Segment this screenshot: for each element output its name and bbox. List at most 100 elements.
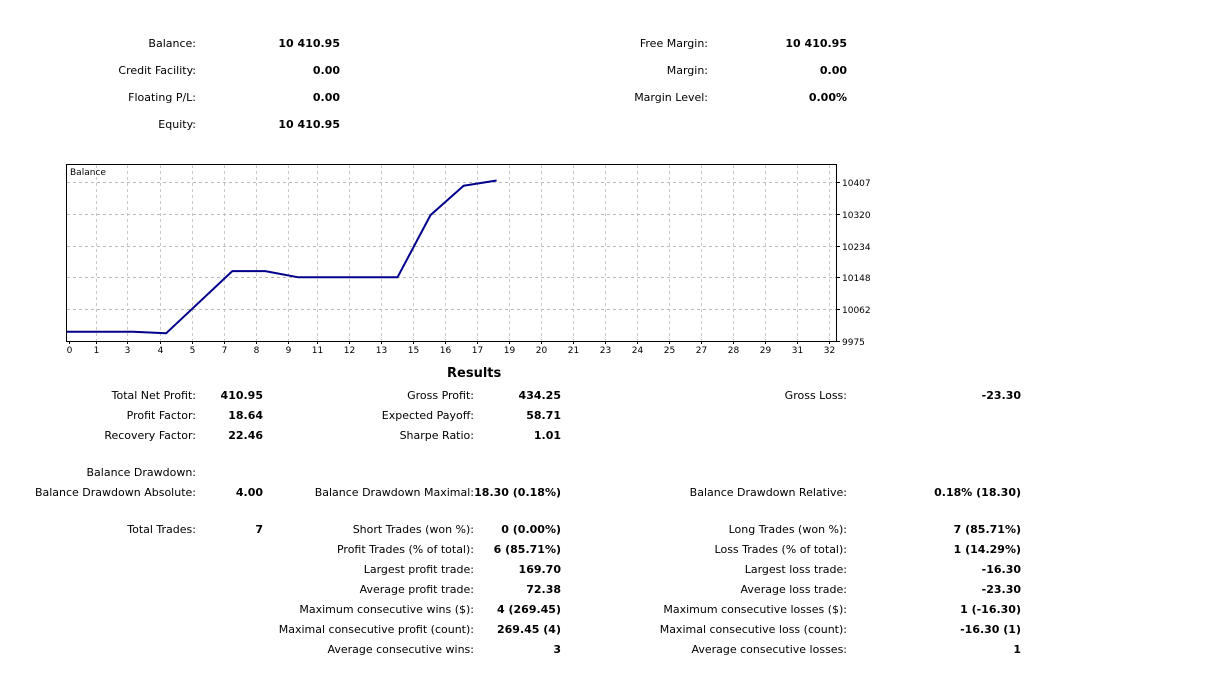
credit-facility-label: Credit Facility:: [118, 64, 196, 77]
balance-drawdown-relative-label: Balance Drawdown Relative:: [689, 486, 847, 499]
balance-drawdown-maximal-value: 18.30 (0.18%): [474, 486, 561, 499]
max-consecutive-losses-value: 1 (-16.30): [960, 603, 1021, 616]
free-margin-label: Free Margin:: [639, 37, 708, 50]
x-tick-label: 21: [568, 346, 579, 356]
results-title: Results: [447, 366, 502, 381]
largest-loss-trade-value: -16.30: [981, 563, 1021, 576]
gross-profit-value: 434.25: [518, 389, 561, 402]
y-tick-label: 9975: [842, 338, 865, 348]
chart-x-axis: 0 1 3 4 5 7 8 9 11 12 13 15 16 17 19 20 21 23 24 25 27 28 29 31…: [67, 341, 835, 356]
balance-drawdown-absolute-label: Balance Drawdown Absolute:: [34, 486, 196, 499]
gross-profit-label: Gross Profit:: [407, 389, 474, 402]
recovery-factor-value: 22.46: [228, 429, 263, 442]
margin-level-value: 0.00%: [808, 91, 847, 104]
balance-drawdown-absolute-value: 4.00: [235, 486, 263, 499]
y-tick-label: 10062: [842, 306, 871, 316]
largest-loss-trade-label: Largest loss trade:: [744, 563, 847, 576]
margin-level-label: Margin Level:: [634, 91, 708, 104]
largest-profit-trade-value: 169.70: [518, 563, 561, 576]
x-tick-label: 27: [696, 346, 707, 356]
profit-factor-label: Profit Factor:: [126, 409, 196, 422]
sharpe-ratio-label: Sharpe Ratio:: [399, 429, 474, 442]
floating-pl-label: Floating P/L:: [128, 91, 196, 104]
balance-drawdown-relative-value: 0.18% (18.30): [934, 486, 1021, 499]
y-tick-label: 10148: [842, 274, 871, 284]
floating-pl-value: 0.00: [312, 91, 340, 104]
maximal-consecutive-profit-value: 269.45 (4): [497, 623, 561, 636]
x-tick-label: 32: [824, 346, 835, 356]
maximal-consecutive-loss-label: Maximal consecutive loss (count):: [659, 623, 847, 636]
average-consecutive-losses-value: 1: [1013, 643, 1021, 656]
total-trades-label: Total Trades:: [127, 523, 196, 536]
x-tick-label: 7: [222, 346, 228, 356]
x-tick-label: 1: [94, 346, 100, 356]
y-tick-label: 10320: [842, 211, 871, 221]
sharpe-ratio-value: 1.01: [533, 429, 561, 442]
balance-series-line: [67, 179, 497, 335]
chart-y-axis: 10407 10320 10234 10148 10062 9975: [836, 179, 871, 348]
credit-facility-value: 0.00: [312, 64, 340, 77]
x-tick-label: 0: [67, 346, 73, 356]
long-trades-value: 7 (85.71%): [953, 523, 1021, 536]
max-consecutive-losses-label: Maximum consecutive losses ($):: [663, 603, 847, 616]
expected-payoff-value: 58.71: [526, 409, 561, 422]
largest-profit-trade-label: Largest profit trade:: [363, 563, 474, 576]
expected-payoff-label: Expected Payoff:: [381, 409, 474, 422]
equity-label: Equity:: [158, 118, 196, 131]
chart-title: Balance: [70, 168, 106, 178]
y-tick-label: 10407: [842, 179, 871, 189]
maximal-consecutive-profit-label: Maximal consecutive profit (count):: [278, 623, 474, 636]
gross-loss-label: Gross Loss:: [784, 389, 847, 402]
x-tick-label: 12: [344, 346, 355, 356]
average-consecutive-wins-value: 3: [553, 643, 561, 656]
x-tick-label: 9: [286, 346, 292, 356]
x-tick-label: 13: [376, 346, 387, 356]
total-trades-value: 7: [255, 523, 263, 536]
y-tick-label: 10234: [842, 243, 871, 253]
margin-value: 0.00: [819, 64, 847, 77]
average-loss-trade-label: Average loss trade:: [740, 583, 847, 596]
maximal-consecutive-loss-value: -16.30 (1): [960, 623, 1021, 636]
free-margin-value: 10 410.95: [785, 37, 847, 50]
average-profit-trade-value: 72.38: [526, 583, 561, 596]
loss-trades-value: 1 (14.29%): [953, 543, 1021, 556]
chart-grid-x: [96, 165, 830, 341]
x-tick-label: 4: [158, 346, 164, 356]
profit-factor-value: 18.64: [228, 409, 263, 422]
gross-loss-value: -23.30: [981, 389, 1021, 402]
loss-trades-label: Loss Trades (% of total):: [714, 543, 847, 556]
long-trades-label: Long Trades (won %):: [728, 523, 847, 536]
short-trades-label: Short Trades (won %):: [352, 523, 474, 536]
max-consecutive-wins-value: 4 (269.45): [497, 603, 561, 616]
x-tick-label: 23: [600, 346, 611, 356]
balance-drawdown-label: Balance Drawdown:: [86, 466, 196, 479]
x-tick-label: 3: [125, 346, 131, 356]
x-tick-label: 25: [664, 346, 675, 356]
x-tick-label: 31: [792, 346, 803, 356]
recovery-factor-label: Recovery Factor:: [104, 429, 196, 442]
x-tick-label: 8: [254, 346, 260, 356]
x-tick-label: 20: [536, 346, 548, 356]
equity-value: 10 410.95: [278, 118, 340, 131]
x-tick-label: 28: [728, 346, 740, 356]
balance-drawdown-maximal-label: Balance Drawdown Maximal:: [314, 486, 474, 499]
x-tick-label: 16: [440, 346, 452, 356]
x-tick-label: 17: [472, 346, 483, 356]
total-net-profit-label: Total Net Profit:: [111, 389, 196, 402]
chart-grid-y: [67, 182, 836, 310]
short-trades-value: 0 (0.00%): [501, 523, 561, 536]
average-consecutive-losses-label: Average consecutive losses:: [691, 643, 847, 656]
profit-trades-value: 6 (85.71%): [493, 543, 561, 556]
x-tick-label: 15: [408, 346, 419, 356]
average-profit-trade-label: Average profit trade:: [359, 583, 474, 596]
chart-plot-area: [66, 164, 837, 342]
x-tick-label: 24: [632, 346, 644, 356]
profit-trades-label: Profit Trades (% of total):: [336, 543, 474, 556]
x-tick-label: 11: [312, 346, 323, 356]
margin-label: Margin:: [666, 64, 708, 77]
x-tick-label: 29: [760, 346, 772, 356]
balance-value: 10 410.95: [278, 37, 340, 50]
total-net-profit-value: 410.95: [220, 389, 263, 402]
x-tick-label: 5: [190, 346, 196, 356]
